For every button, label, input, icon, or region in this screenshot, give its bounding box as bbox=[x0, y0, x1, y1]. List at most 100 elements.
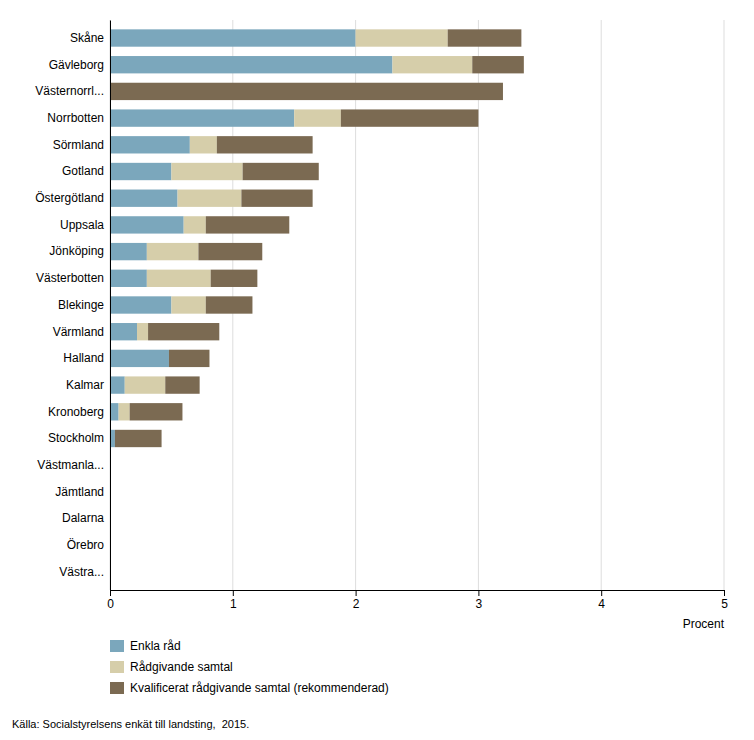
y-tick: Västernorrl... bbox=[35, 84, 104, 98]
bar bbox=[184, 216, 206, 233]
bar bbox=[472, 56, 524, 73]
bar bbox=[171, 296, 205, 313]
bar bbox=[165, 376, 199, 393]
y-tick: Västerbotten bbox=[36, 271, 104, 285]
x-tick-mark bbox=[724, 590, 725, 596]
bar bbox=[110, 296, 171, 313]
y-axis-line bbox=[110, 21, 111, 591]
x-tick-mark bbox=[233, 590, 234, 596]
y-tick: Dalarna bbox=[62, 511, 104, 525]
y-tick-label: Stockholm bbox=[48, 431, 104, 445]
bar bbox=[392, 56, 472, 73]
bar bbox=[169, 350, 210, 367]
legend-swatch bbox=[110, 661, 124, 673]
bar bbox=[198, 243, 262, 260]
legend: Enkla rådRådgivande samtalKvalificerat r… bbox=[110, 639, 389, 695]
x-tick: 5 bbox=[721, 590, 728, 611]
bar bbox=[110, 216, 184, 233]
bar bbox=[125, 376, 166, 393]
grid-line bbox=[355, 20, 356, 590]
bar bbox=[110, 376, 125, 393]
x-tick: 1 bbox=[230, 590, 237, 611]
y-tick: Gävleborg bbox=[49, 58, 104, 72]
bar bbox=[137, 323, 148, 340]
bar bbox=[110, 29, 356, 46]
bar bbox=[110, 83, 503, 100]
grid-line bbox=[110, 20, 111, 590]
x-tick-mark bbox=[110, 590, 111, 596]
y-tick-label: Dalarna bbox=[62, 511, 104, 525]
bars bbox=[110, 29, 524, 447]
bar bbox=[178, 190, 242, 207]
y-tick-label: Norrbotten bbox=[47, 111, 104, 125]
bar bbox=[148, 323, 219, 340]
y-tick-label: Gävleborg bbox=[49, 58, 104, 72]
grid-line bbox=[478, 20, 479, 590]
bar bbox=[110, 270, 147, 287]
y-tick-label: Västmanla... bbox=[37, 458, 104, 472]
y-tick: Östergötland bbox=[35, 191, 104, 205]
x-tick-mark bbox=[478, 590, 479, 596]
legend-swatch bbox=[110, 682, 124, 694]
y-tick-label: Uppsala bbox=[60, 218, 104, 232]
bar bbox=[294, 109, 341, 126]
bar bbox=[110, 350, 169, 367]
y-tick-label: Sörmland bbox=[53, 138, 104, 152]
y-tick: Kalmar bbox=[66, 378, 104, 392]
x-axis-title: Procent bbox=[683, 617, 725, 631]
legend-item: Rådgivande samtal bbox=[110, 660, 233, 674]
y-tick: Sörmland bbox=[53, 138, 104, 152]
bar bbox=[110, 109, 294, 126]
x-tick-label: 5 bbox=[721, 597, 728, 611]
x-axis: 0 1 2 3 4 5 bbox=[107, 590, 728, 611]
bar bbox=[341, 109, 479, 126]
x-tick-label: 0 bbox=[107, 597, 114, 611]
source-note: Källa: Socialstyrelsens enkät till lands… bbox=[12, 718, 249, 730]
bar bbox=[115, 430, 162, 447]
bar bbox=[110, 403, 119, 420]
bar bbox=[356, 29, 448, 46]
bar bbox=[243, 163, 319, 180]
y-axis: SkåneGävleborgVästernorrl...NorrbottenSö… bbox=[35, 21, 110, 591]
x-tick-label: 4 bbox=[598, 597, 605, 611]
bar bbox=[130, 403, 183, 420]
bar bbox=[110, 243, 147, 260]
bar bbox=[217, 136, 313, 153]
y-tick-label: Jämtland bbox=[55, 485, 104, 499]
bar bbox=[171, 163, 242, 180]
grid-line bbox=[724, 20, 725, 590]
grid-line bbox=[601, 20, 602, 590]
y-tick: Blekinge bbox=[58, 298, 104, 312]
y-tick: Värmland bbox=[53, 325, 104, 339]
y-tick-label: Halland bbox=[63, 351, 104, 365]
bar bbox=[147, 243, 199, 260]
chart: 012345SkåneGävleborgVästernorrl...Norrbo… bbox=[0, 0, 754, 740]
legend-label: Kvalificerat rådgivande samtal (rekommen… bbox=[130, 681, 389, 695]
grid bbox=[110, 20, 724, 590]
y-tick: Kronoberg bbox=[48, 405, 104, 419]
y-tick-label: Västernorrl... bbox=[35, 84, 104, 98]
x-tick: 3 bbox=[476, 590, 483, 611]
y-tick-label: Kronoberg bbox=[48, 405, 104, 419]
x-tick-mark bbox=[356, 590, 357, 596]
y-tick: Norrbotten bbox=[47, 111, 104, 125]
x-tick: 2 bbox=[353, 590, 360, 611]
y-tick: Gotland bbox=[62, 164, 104, 178]
x-tick-label: 1 bbox=[230, 597, 237, 611]
y-tick: Jönköping bbox=[49, 244, 104, 258]
x-tick-mark bbox=[601, 590, 602, 596]
bar bbox=[448, 29, 522, 46]
x-tick-label: 3 bbox=[476, 597, 483, 611]
y-tick: Västra... bbox=[59, 565, 104, 579]
y-tick: Halland bbox=[63, 351, 104, 365]
y-tick: Jämtland bbox=[55, 485, 104, 499]
y-tick: Örebro bbox=[67, 538, 105, 552]
legend-item: Kvalificerat rådgivande samtal (rekommen… bbox=[110, 681, 389, 695]
bar bbox=[110, 190, 178, 207]
legend-swatch bbox=[110, 640, 124, 652]
bar bbox=[241, 190, 312, 207]
legend-label: Rådgivande samtal bbox=[130, 660, 233, 674]
bar bbox=[190, 136, 217, 153]
y-tick-label: Jönköping bbox=[49, 244, 104, 258]
bar bbox=[206, 216, 290, 233]
